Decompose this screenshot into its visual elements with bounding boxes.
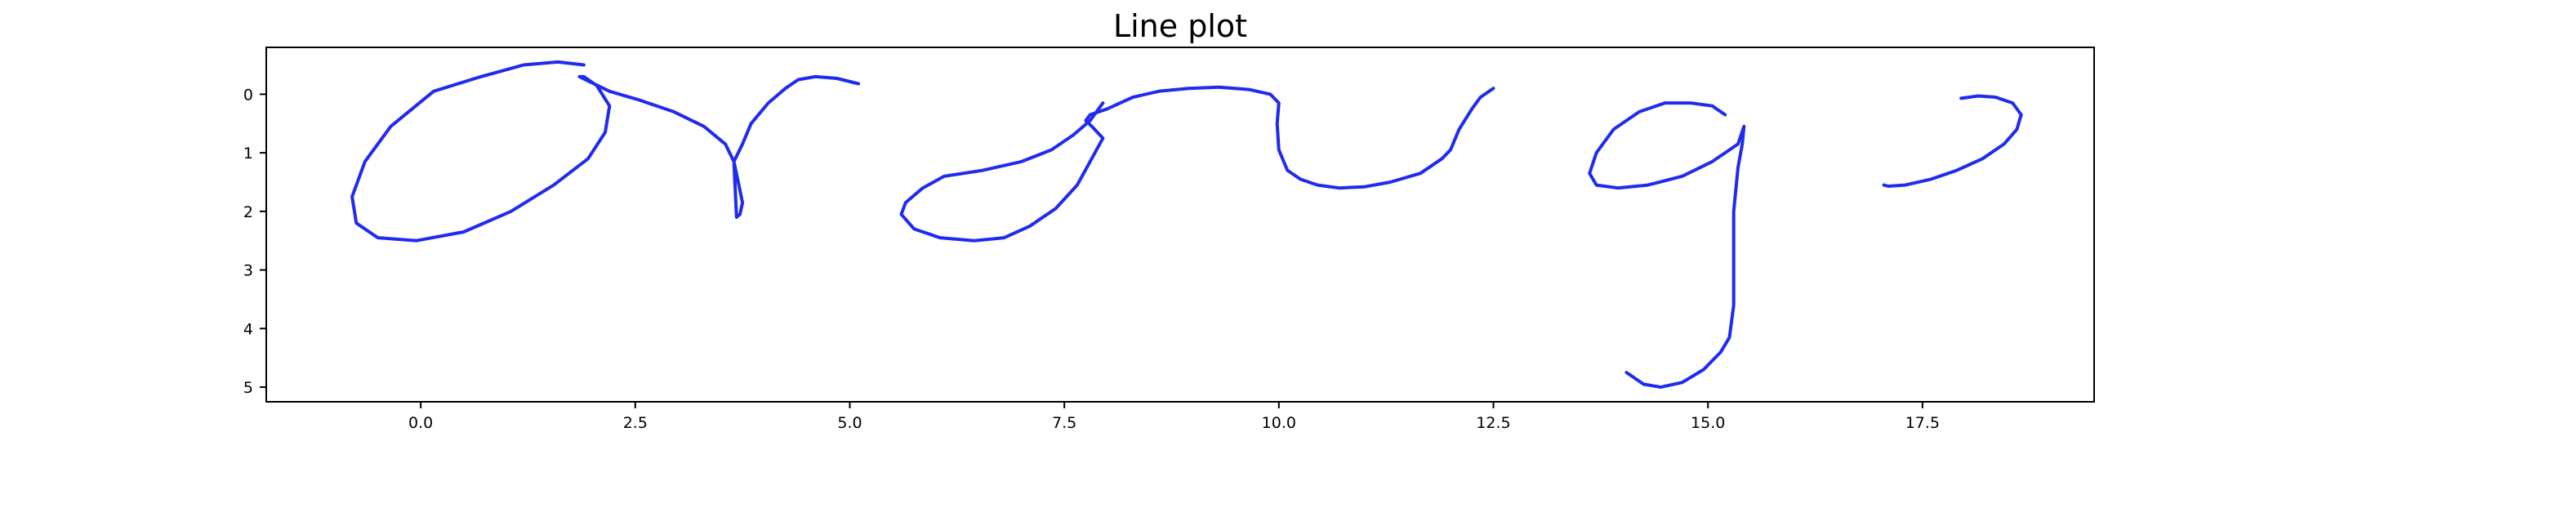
- x-tick-label: 12.5: [1476, 414, 1510, 432]
- x-tick-label: 5.0: [837, 414, 862, 432]
- x-tick-label: 2.5: [623, 414, 648, 432]
- x-tick-label: 17.5: [1905, 414, 1940, 432]
- x-tick-label: 0.0: [408, 414, 433, 432]
- x-tick-label: 7.5: [1052, 414, 1076, 432]
- y-tick-label: 5: [243, 379, 253, 397]
- y-tick-label: 0: [243, 86, 253, 104]
- series-line-4: [1882, 94, 2023, 188]
- x-tick-label: 10.0: [1262, 414, 1296, 432]
- series-line-1: [350, 60, 860, 243]
- x-tick-label: 15.0: [1691, 414, 1725, 432]
- x-axis-ticks: 0.0 2.5 5.0 7.5 10.0 12.5 15.0 17.5: [408, 402, 1940, 432]
- plot-lines: [350, 60, 2023, 390]
- chart-title: Line plot: [1113, 8, 1247, 44]
- y-tick-label: 1: [243, 145, 253, 163]
- y-tick-label: 4: [243, 320, 253, 338]
- y-tick-label: 2: [243, 203, 253, 221]
- y-tick-label: 3: [243, 262, 253, 280]
- series-line-2: [899, 85, 1495, 243]
- y-axis-ticks: 0 1 2 3 4 5: [243, 86, 266, 397]
- series-line-3: [1588, 101, 1746, 390]
- plot-area-frame: [265, 47, 2095, 403]
